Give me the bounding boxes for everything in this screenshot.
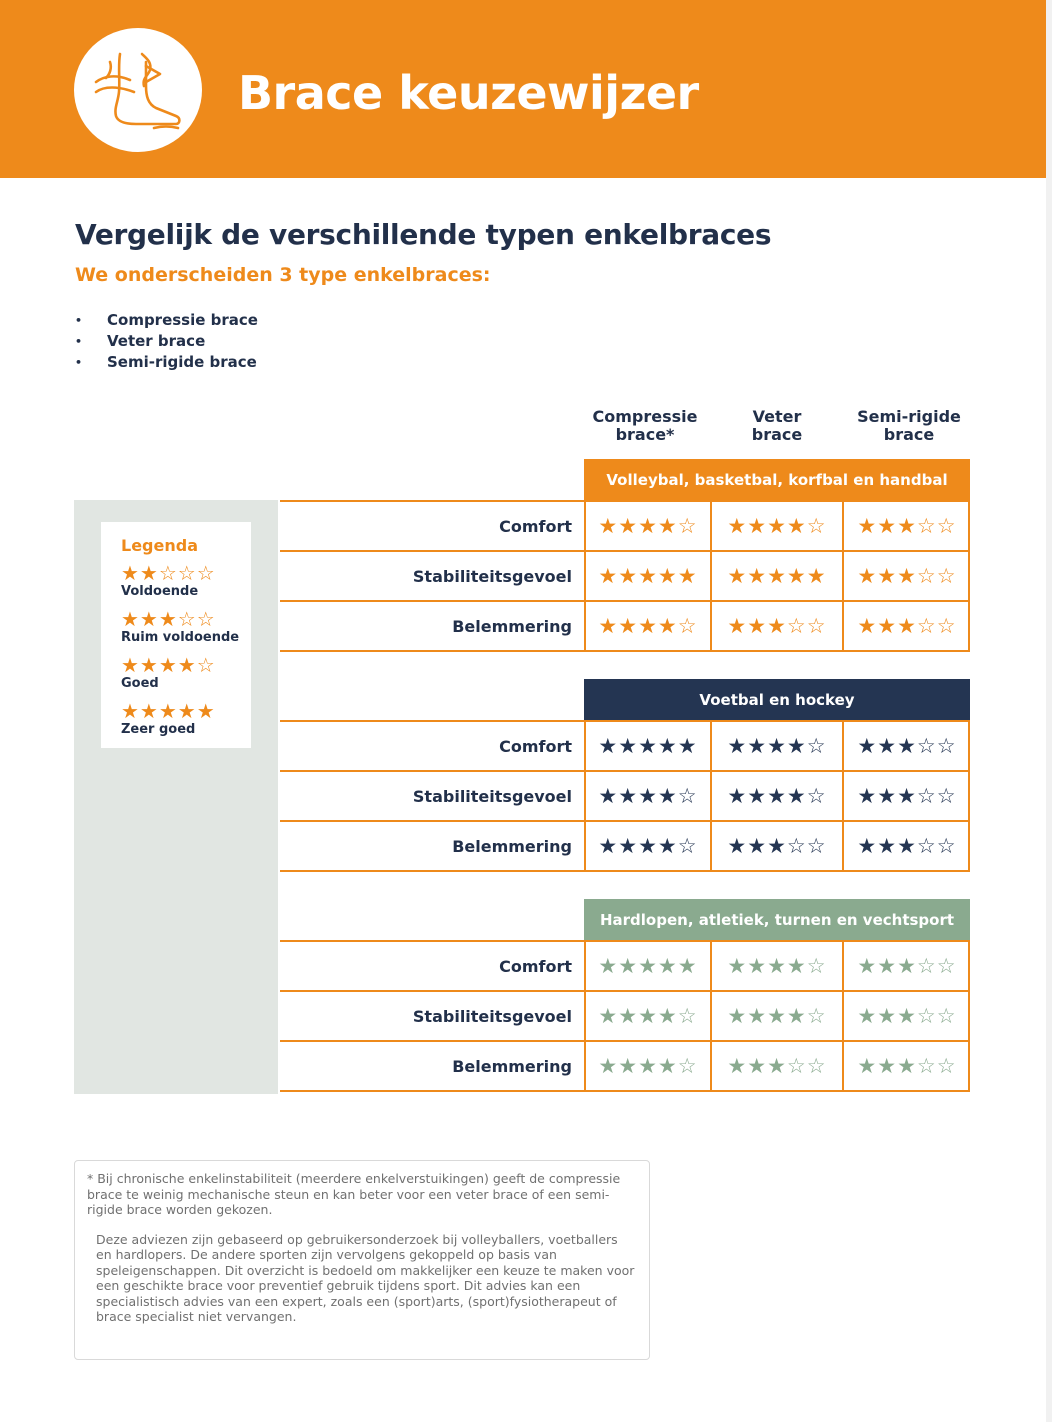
legend-title: Legenda (121, 536, 198, 555)
star-rating: ★★★☆☆ (857, 1004, 957, 1028)
row-divider (280, 820, 970, 822)
header-banner: Brace keuzewijzer (0, 0, 1046, 178)
column-divider (842, 721, 844, 871)
row-divider (280, 990, 970, 992)
column-divider (968, 721, 970, 871)
star-rating: ★★★★☆ (598, 514, 698, 538)
legend-label: Ruim voldoende (121, 630, 240, 645)
star-rating: ★★★★☆ (598, 1004, 698, 1028)
page-edge (1046, 0, 1052, 1422)
star-rating: ★★★☆☆ (727, 834, 827, 858)
star-rating: ★★★★☆ (598, 784, 698, 808)
column-divider (584, 721, 586, 871)
criterion-label: Comfort (499, 956, 572, 976)
column-divider (584, 501, 586, 651)
footnote-box: * Bij chronische enkelinstabiliteit (mee… (74, 1160, 650, 1360)
column-divider (968, 501, 970, 651)
ankle-foot-icon (94, 52, 181, 130)
star-rating: ★★★★☆ (598, 614, 698, 638)
criterion-label: Stabiliteitsgevoel (412, 786, 572, 806)
star-rating: ★★★☆☆ (857, 784, 957, 808)
column-divider (710, 721, 712, 871)
star-rating: ★★☆☆☆ (121, 561, 216, 585)
criterion-label: Belemmering (452, 1056, 572, 1076)
star-rating: ★★★★☆ (727, 954, 827, 978)
column-divider (710, 941, 712, 1091)
star-rating: ★★★★★ (121, 699, 216, 723)
row-divider (280, 720, 970, 722)
row-divider (280, 940, 970, 942)
column-divider (584, 941, 586, 1091)
row-divider (280, 500, 970, 502)
column-divider (710, 501, 712, 651)
row-divider (280, 600, 970, 602)
star-rating: ★★★☆☆ (727, 1054, 827, 1078)
star-rating: ★★★☆☆ (857, 1054, 957, 1078)
footnote-text: * Bij chronische enkelinstabiliteit (mee… (87, 1171, 621, 1217)
list-item: Compressie brace (75, 310, 258, 331)
legend-label: Goed (121, 676, 159, 691)
section-header: Volleybal, basketbal, korfbal en handbal (584, 459, 970, 501)
star-rating: ★★★★☆ (121, 653, 216, 677)
section-header: Hardlopen, atletiek, turnen en vechtspor… (584, 899, 970, 941)
criterion-label: Belemmering (452, 616, 572, 636)
star-rating: ★★★★☆ (727, 514, 827, 538)
criterion-label: Comfort (499, 736, 572, 756)
star-rating: ★★★☆☆ (857, 834, 957, 858)
brace-type-list: Compressie brace Veter brace Semi-rigide… (75, 310, 258, 373)
column-divider (842, 941, 844, 1091)
section-header: Voetbal en hockey (584, 679, 970, 721)
section-subheading: We onderscheiden 3 type enkelbraces: (75, 264, 491, 286)
page-title: Brace keuzewijzer (238, 66, 699, 120)
legend-label: Voldoende (121, 584, 199, 599)
legend-box (101, 522, 251, 748)
row-divider (280, 550, 970, 552)
star-rating: ★★★★★ (598, 564, 698, 588)
star-rating: ★★★★★ (598, 734, 698, 758)
column-header-semi-rigide: Semi-rigide brace (857, 407, 961, 444)
legend-label: Zeer goed (121, 722, 196, 737)
list-item: Semi-rigide brace (75, 352, 258, 373)
star-rating: ★★★☆☆ (857, 734, 957, 758)
star-rating: ★★★★☆ (727, 1004, 827, 1028)
logo (74, 28, 202, 152)
star-rating: ★★★☆☆ (857, 514, 957, 538)
star-rating: ★★★★☆ (727, 734, 827, 758)
star-rating: ★★★★☆ (598, 834, 698, 858)
row-divider (280, 1040, 970, 1042)
legend-entry: ★★☆☆☆ Voldoende (121, 562, 216, 600)
star-rating: ★★★☆☆ (727, 614, 827, 638)
column-header-veter: Veter brace (751, 407, 803, 444)
star-rating: ★★★☆☆ (857, 954, 957, 978)
section-heading: Vergelijk de verschillende typen enkelbr… (75, 218, 772, 251)
row-divider (280, 1090, 970, 1092)
criterion-label: Stabiliteitsgevoel (412, 566, 572, 586)
column-header-compressie: Compressie brace* (592, 407, 698, 444)
legend-entry: ★★★★☆ Goed (121, 654, 216, 692)
criterion-label: Stabiliteitsgevoel (412, 1006, 572, 1026)
star-rating: ★★★★☆ (727, 784, 827, 808)
column-divider (968, 941, 970, 1091)
row-divider (280, 650, 970, 652)
star-rating: ★★★☆☆ (857, 614, 957, 638)
advice-disclaimer: Deze adviezen zijn gebaseerd op gebruike… (96, 1231, 635, 1325)
star-rating: ★★★★☆ (598, 1054, 698, 1078)
star-rating: ★★★★★ (727, 564, 827, 588)
star-rating: ★★★☆☆ (857, 564, 957, 588)
list-item: Veter brace (75, 331, 258, 352)
legend-entry: ★★★☆☆ Ruim voldoende (121, 608, 239, 646)
row-divider (280, 770, 970, 772)
star-rating: ★★★★★ (598, 954, 698, 978)
legend-entry: ★★★★★ Zeer goed (121, 700, 216, 738)
row-divider (280, 870, 970, 872)
criterion-label: Belemmering (452, 836, 572, 856)
column-divider (842, 501, 844, 651)
star-rating: ★★★☆☆ (121, 607, 216, 631)
criterion-label: Comfort (499, 516, 572, 536)
